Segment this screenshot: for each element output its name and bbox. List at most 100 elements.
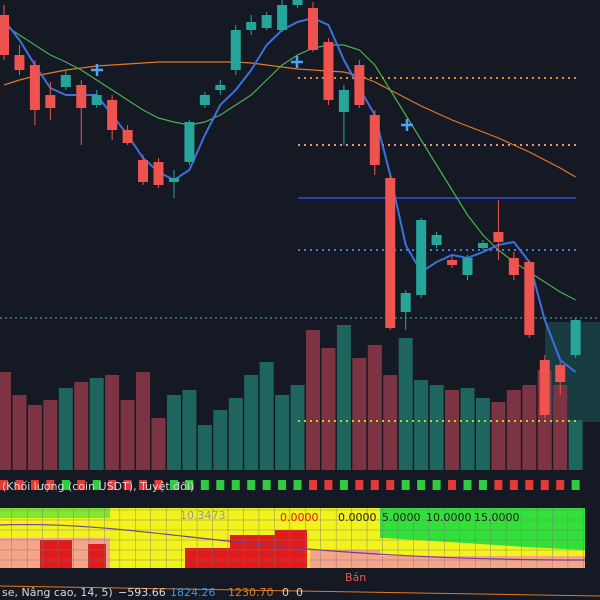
volume-bar (290, 385, 305, 470)
volume-bar (460, 388, 475, 470)
volume-bar (306, 330, 320, 470)
candle-body (230, 30, 241, 70)
indicator-line (3, 24, 576, 301)
volume-bar (213, 410, 228, 470)
strip-mark (448, 480, 457, 490)
volume-bar (414, 380, 429, 470)
candle-body (400, 293, 411, 312)
volume-bar (58, 388, 73, 470)
candle-body (385, 178, 396, 328)
candle-body (292, 0, 303, 5)
volume-bar (367, 345, 382, 470)
candle-body (323, 42, 334, 100)
candle-body (91, 95, 102, 105)
volume-bar (321, 348, 336, 470)
heatmap-label: 10.3473 (180, 509, 226, 522)
candle-body (308, 8, 318, 50)
candle-body (60, 75, 71, 87)
volume-bar (89, 378, 104, 470)
footer-value: 1230.70 (228, 586, 274, 599)
strip-mark (154, 480, 163, 490)
candle-body (369, 115, 380, 165)
volume-bar (228, 398, 243, 470)
candle-body (539, 360, 550, 415)
strip-mark (339, 480, 348, 490)
candle-body (493, 232, 504, 242)
volume-bar (445, 390, 460, 470)
volume-bar (244, 375, 259, 470)
candle-body (199, 95, 210, 105)
footer-value: 0 (296, 586, 303, 599)
indicator-line (3, 16, 577, 373)
volume-bar (522, 385, 537, 470)
candle-body (416, 220, 427, 295)
strip-mark (200, 480, 209, 490)
candle-body (261, 15, 272, 28)
strip-mark (139, 480, 148, 490)
volume-bar (568, 420, 583, 470)
candle-body (555, 365, 566, 382)
strip-mark (463, 480, 472, 490)
strip-mark (61, 480, 70, 490)
volume-bar (259, 362, 274, 470)
strip-mark (0, 480, 8, 490)
candle-body (524, 262, 535, 335)
footer-value: −593.66 (118, 586, 166, 599)
candle-body (153, 162, 164, 185)
candle-body (354, 65, 365, 105)
volume-bar (336, 325, 351, 470)
candle-body (122, 130, 133, 143)
strip-mark (216, 480, 225, 490)
candle-body (570, 320, 581, 355)
candle-body (338, 90, 349, 112)
strip-mark (525, 480, 534, 490)
strip-mark (15, 480, 24, 490)
volume-bar (383, 375, 398, 470)
heatmap-label: 0.0000 (280, 511, 319, 524)
strip-mark (247, 480, 256, 490)
strip-mark (494, 480, 503, 490)
indicator-line (3, 61, 576, 178)
strip-mark (386, 480, 395, 490)
candle-body (184, 122, 195, 162)
volume-bar (182, 390, 197, 470)
volume-bar (166, 395, 181, 470)
volume-bar (74, 382, 89, 470)
candle-body (76, 85, 87, 108)
strip-mark (556, 480, 565, 490)
strip-mark (169, 480, 178, 490)
volume-bar (27, 405, 42, 470)
candle-body (215, 85, 226, 90)
strip-mark (401, 480, 410, 490)
strip-mark (77, 480, 86, 490)
candle-body (246, 22, 257, 30)
volume-bar (553, 385, 568, 470)
strip-mark (262, 480, 271, 490)
heatmap-label: 15.0000 (474, 511, 520, 524)
strip-mark (432, 480, 441, 490)
strip-mark (324, 480, 333, 490)
heatmap (0, 508, 600, 568)
indicator-legend: (Khối lượng (coin USDT), Tuyệt đối) (2, 480, 194, 493)
candle-body (29, 65, 40, 110)
volume-bar (105, 375, 120, 470)
strip-mark (108, 480, 117, 490)
volume-bar (120, 400, 135, 470)
volume-bar (491, 402, 506, 470)
signal-label: Bán (345, 571, 366, 584)
volume-bar (12, 395, 27, 470)
candle-body (14, 55, 25, 70)
volume-bar (475, 398, 490, 470)
strip-mark (231, 480, 240, 490)
volume-bar (197, 425, 212, 470)
strip-mark (278, 480, 287, 490)
heatmap-label: 5.0000 (382, 511, 421, 524)
volume-bar (506, 390, 521, 470)
heatmap-label: 10.0000 (426, 511, 472, 524)
candle-body (508, 258, 519, 275)
strip-mark (370, 480, 379, 490)
strip-mark (355, 480, 364, 490)
volume-bar (429, 385, 444, 470)
strip-mark (540, 480, 549, 490)
